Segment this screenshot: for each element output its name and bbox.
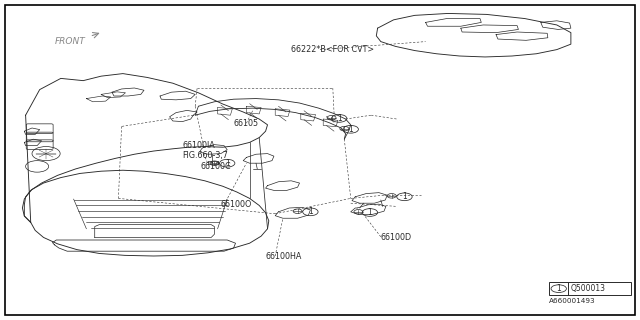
Text: 1: 1 bbox=[402, 192, 407, 201]
Text: 66100O: 66100O bbox=[221, 200, 252, 209]
Text: FIG.660-3,7: FIG.660-3,7 bbox=[182, 151, 228, 160]
Text: 1: 1 bbox=[337, 114, 342, 123]
Text: 1: 1 bbox=[556, 284, 561, 293]
Text: FRONT: FRONT bbox=[54, 37, 85, 46]
Bar bbox=[549, 282, 631, 295]
Text: 1: 1 bbox=[367, 208, 372, 217]
Text: 66100IA: 66100IA bbox=[182, 141, 215, 150]
Text: 1: 1 bbox=[308, 207, 313, 216]
Text: 66100C: 66100C bbox=[200, 162, 231, 171]
Text: 66105: 66105 bbox=[234, 119, 259, 128]
Text: Q500013: Q500013 bbox=[571, 284, 606, 292]
Text: 66100HA: 66100HA bbox=[266, 252, 302, 261]
Text: 1: 1 bbox=[348, 125, 353, 134]
Text: A660001493: A660001493 bbox=[549, 298, 596, 304]
Text: 66222*B<FOR CVT>: 66222*B<FOR CVT> bbox=[291, 45, 374, 54]
Text: 66100D: 66100D bbox=[381, 233, 412, 242]
Text: 1: 1 bbox=[225, 159, 230, 168]
